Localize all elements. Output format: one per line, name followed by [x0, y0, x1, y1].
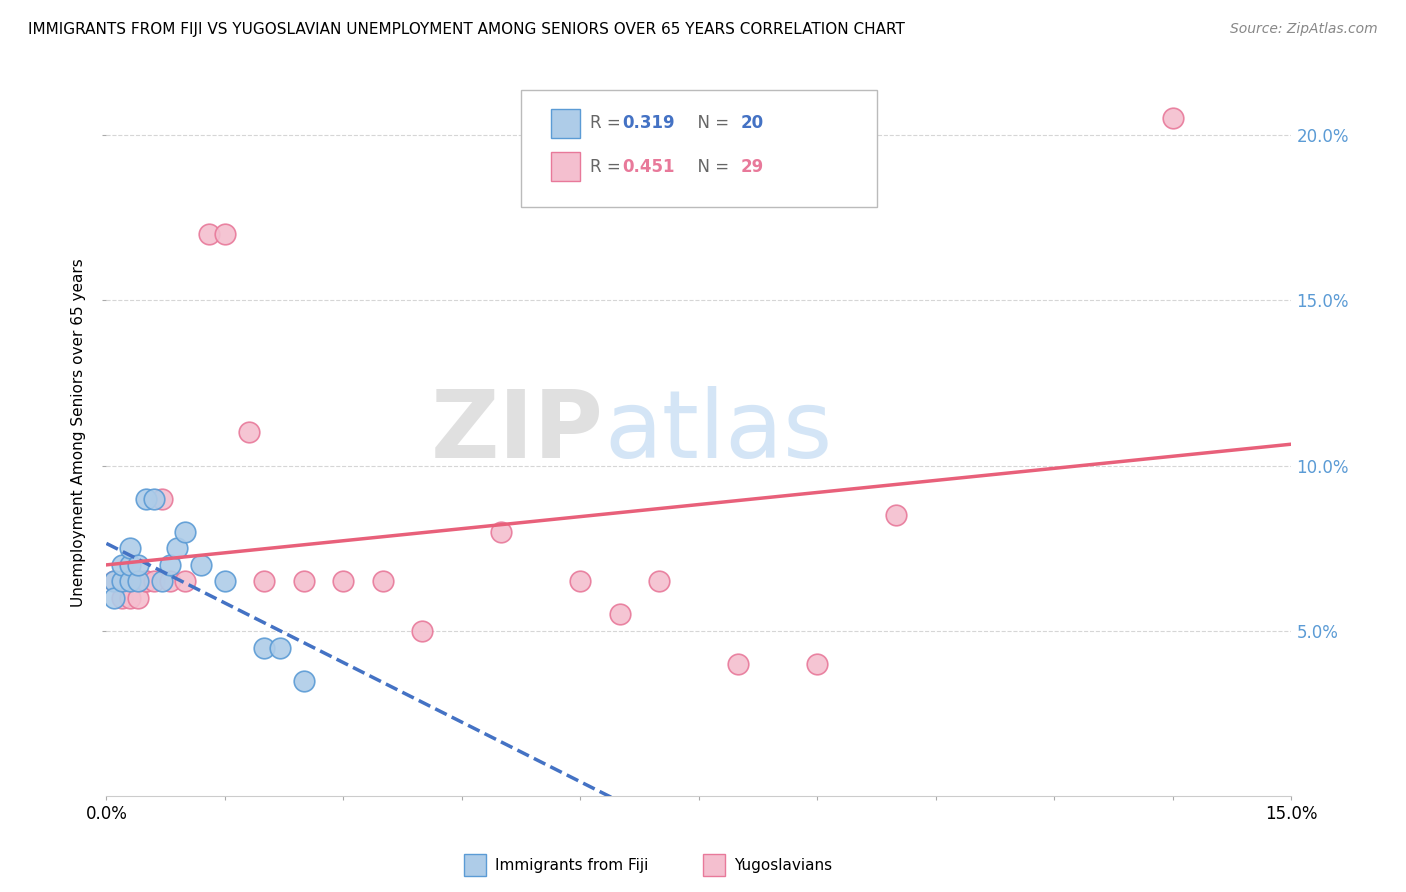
Text: 20: 20	[741, 114, 763, 132]
Text: N =: N =	[688, 114, 734, 132]
Point	[292, 574, 315, 589]
Text: IMMIGRANTS FROM FIJI VS YUGOSLAVIAN UNEMPLOYMENT AMONG SENIORS OVER 65 YEARS COR: IMMIGRANTS FROM FIJI VS YUGOSLAVIAN UNEM…	[28, 22, 905, 37]
FancyBboxPatch shape	[551, 109, 581, 137]
Point	[103, 591, 125, 605]
Text: atlas: atlas	[605, 386, 832, 478]
Point	[269, 640, 291, 655]
Text: N =: N =	[688, 158, 734, 176]
Point	[371, 574, 394, 589]
Point	[198, 227, 221, 241]
Point	[238, 425, 260, 440]
Text: Source: ZipAtlas.com: Source: ZipAtlas.com	[1230, 22, 1378, 37]
Text: R =: R =	[591, 158, 626, 176]
Point	[111, 591, 134, 605]
Point	[150, 574, 173, 589]
Text: 29: 29	[741, 158, 763, 176]
Point	[120, 574, 142, 589]
Point	[292, 673, 315, 688]
Point	[727, 657, 749, 672]
Point	[120, 591, 142, 605]
Point	[806, 657, 828, 672]
Point	[253, 640, 276, 655]
Point	[135, 574, 157, 589]
Point	[127, 558, 149, 572]
Point	[127, 591, 149, 605]
Point	[120, 574, 142, 589]
Point	[214, 227, 236, 241]
Point	[166, 541, 188, 556]
Point	[1161, 111, 1184, 125]
Point	[127, 574, 149, 589]
Text: 0.451: 0.451	[621, 158, 675, 176]
Point	[190, 558, 212, 572]
Point	[886, 508, 908, 523]
Point	[609, 607, 631, 622]
Point	[111, 574, 134, 589]
Point	[332, 574, 354, 589]
Point	[120, 558, 142, 572]
Point	[253, 574, 276, 589]
Point	[174, 524, 197, 539]
Point	[127, 574, 149, 589]
Point	[150, 491, 173, 506]
Point	[103, 574, 125, 589]
Point	[569, 574, 592, 589]
Point	[111, 574, 134, 589]
Point	[111, 558, 134, 572]
Text: R =: R =	[591, 114, 626, 132]
Point	[214, 574, 236, 589]
Point	[159, 574, 181, 589]
FancyBboxPatch shape	[522, 90, 877, 207]
Text: 0.319: 0.319	[621, 114, 675, 132]
Point	[491, 524, 513, 539]
FancyBboxPatch shape	[551, 153, 581, 181]
Point	[411, 624, 433, 638]
Point	[648, 574, 671, 589]
Point	[135, 574, 157, 589]
Y-axis label: Unemployment Among Seniors over 65 years: Unemployment Among Seniors over 65 years	[72, 258, 86, 607]
Point	[159, 558, 181, 572]
Text: ZIP: ZIP	[432, 386, 605, 478]
Point	[142, 491, 165, 506]
Point	[103, 574, 125, 589]
Point	[174, 574, 197, 589]
Text: Yugoslavians: Yugoslavians	[734, 858, 832, 872]
Point	[120, 541, 142, 556]
Point	[135, 491, 157, 506]
Point	[142, 574, 165, 589]
Text: Immigrants from Fiji: Immigrants from Fiji	[495, 858, 648, 872]
